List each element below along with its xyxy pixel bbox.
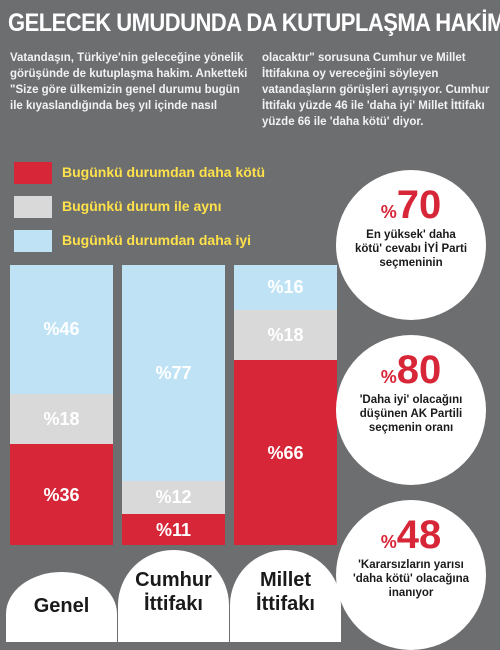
bar-value-label: %66 (234, 443, 337, 464)
category-label: Cumhur İttifakı (118, 550, 229, 642)
legend-swatch-better (14, 230, 52, 252)
bar-value-label: %46 (10, 319, 113, 340)
intro-text-col2: olacaktır" sorusuna Cumhur ve Millet İtt… (262, 50, 498, 130)
callout-value: %70 (336, 184, 486, 233)
bar-value-label: %36 (10, 485, 113, 506)
bar-value-label: %77 (122, 363, 225, 384)
legend-label-same: Bugünkü durum ile aynı (62, 198, 221, 214)
bar-value-label: %11 (122, 520, 225, 541)
bar-value-label: %18 (10, 409, 113, 430)
bar-stack: %11 %12 %77 (122, 265, 225, 545)
callout-circle: %80 'Daha iyi' olacağını düşünen AK Part… (336, 335, 486, 485)
bar-stack: %66 %18 %16 (234, 265, 337, 545)
callout-value: %80 (336, 349, 486, 398)
category-label: Millet İttifakı (230, 550, 341, 642)
legend-label-better: Bugünkü durumdan daha iyi (62, 232, 251, 248)
bar-stack: %36 %18 %46 (10, 265, 113, 545)
legend-label-worse: Bugünkü durumdan daha kötü (62, 164, 265, 180)
callout-text: 'Daha iyi' olacağını düşünen AK Partili … (352, 393, 470, 435)
callout-circle: %48 'Kararsızların yarısı 'daha kötü' ol… (336, 500, 486, 650)
bar-value-label: %18 (234, 325, 337, 346)
legend-swatch-same (14, 196, 52, 218)
legend-swatch-worse (14, 162, 52, 184)
intro-text-col1: Vatandaşın, Türkiye'nin geleceğine yönel… (10, 50, 250, 114)
category-label: Genel (6, 572, 117, 642)
callout-value: %48 (336, 514, 486, 563)
callout-text: En yüksek' daha kötü' cevabı İYİ Parti s… (352, 228, 470, 270)
callout-text: 'Kararsızların yarısı 'daha kötü' olacağ… (352, 558, 470, 600)
callout-circle: %70 En yüksek' daha kötü' cevabı İYİ Par… (336, 170, 486, 320)
bar-value-label: %16 (234, 277, 337, 298)
bar-value-label: %12 (122, 487, 225, 508)
headline: GELECEK UMUDUNDA DA KUTUPLAŞMA HAKİM (8, 6, 436, 40)
